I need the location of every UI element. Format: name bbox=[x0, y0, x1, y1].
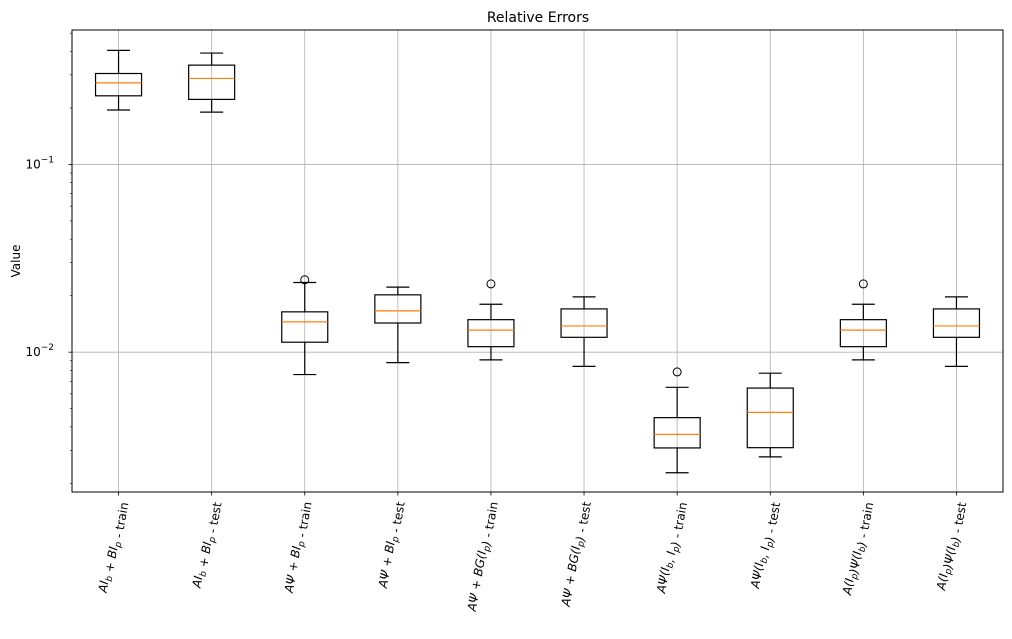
x-tick-label: AΨ(Ib, Ip) - train bbox=[654, 500, 690, 596]
x-tick-label: AΨ + BIp - test bbox=[376, 500, 408, 591]
chart-title: Relative Errors bbox=[487, 10, 589, 26]
iqr-box bbox=[374, 294, 422, 324]
box-2 bbox=[188, 52, 236, 113]
box-7 bbox=[653, 367, 701, 474]
iqr-box bbox=[94, 72, 143, 97]
box-4 bbox=[374, 286, 422, 364]
outlier-point bbox=[858, 279, 868, 289]
iqr-box bbox=[281, 311, 329, 343]
x-tick-label: AIb + BIp - train bbox=[95, 500, 131, 596]
y-axis: 10−1 10−2 bbox=[25, 32, 72, 484]
x-tick-label: A(Ip)Ψ(Ib) - train bbox=[840, 500, 876, 598]
iqr-box bbox=[560, 308, 608, 338]
x-tick-label: A(Ip)Ψ(Ib) - test bbox=[934, 500, 970, 593]
boxes-group bbox=[94, 49, 981, 474]
iqr-box bbox=[746, 387, 794, 449]
outlier-point bbox=[486, 279, 496, 289]
box-8 bbox=[746, 372, 794, 458]
iqr-box bbox=[932, 308, 981, 338]
x-tick-label: AΨ + BG(Ip) - test bbox=[559, 500, 594, 609]
outlier-point bbox=[672, 367, 682, 377]
grid-lines bbox=[72, 30, 1003, 492]
outlier-point bbox=[300, 275, 310, 285]
iqr-box bbox=[188, 64, 236, 101]
box-10 bbox=[932, 296, 981, 367]
box-9 bbox=[839, 279, 887, 361]
iqr-box bbox=[653, 417, 701, 449]
y-tick-label: 10−1 bbox=[25, 155, 54, 171]
box-3 bbox=[281, 275, 329, 376]
x-tick-label: AΨ + BIp - train bbox=[282, 500, 315, 595]
iqr-box bbox=[839, 319, 887, 348]
x-axis: AIb + BIp - train AIb + BIp - test AΨ + BI… bbox=[95, 492, 970, 614]
plot-frame bbox=[71, 29, 1004, 493]
box-5 bbox=[467, 279, 515, 361]
box-1 bbox=[94, 49, 143, 111]
y-axis-label: Value bbox=[9, 245, 23, 278]
x-tick-label: AΨ(Ib, Ip) - test bbox=[748, 500, 783, 592]
iqr-box bbox=[467, 319, 515, 348]
x-tick-label: AΨ + BG(Ip) - train bbox=[465, 500, 501, 614]
y-tick-label: 10−2 bbox=[25, 343, 54, 359]
box-6 bbox=[560, 296, 608, 367]
x-tick-label: AIb + BIp - test bbox=[189, 500, 224, 591]
